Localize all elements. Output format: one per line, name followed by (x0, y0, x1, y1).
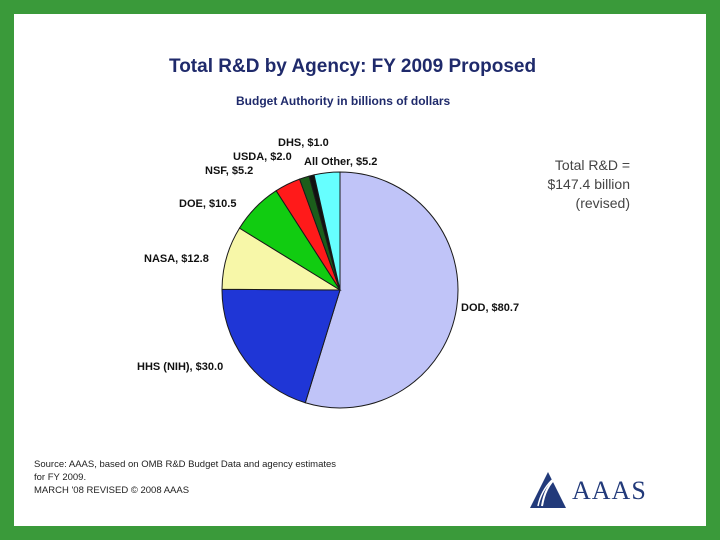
pie-label-7: All Other, $5.2 (304, 156, 377, 168)
aaas-logo-text: AAAS (572, 476, 647, 505)
pie-label-2: NASA, $12.8 (144, 253, 209, 265)
pie-label-1: HHS (NIH), $30.0 (137, 361, 223, 373)
pie-slice-all-other (313, 171, 341, 291)
source-line-1: Source: AAAS, based on OMB R&D Budget Da… (34, 459, 337, 470)
pie-slice-hhs-nih (221, 288, 341, 404)
pie-label-5: USDA, $2.0 (233, 151, 292, 163)
chart-subtitle: Budget Authority in billions of dollars (236, 94, 451, 108)
total-line-1: Total R&D = (554, 157, 630, 173)
pie-label-6: DHS, $1.0 (278, 137, 329, 149)
source-line-3: MARCH '08 REVISED © 2008 AAAS (34, 485, 190, 496)
pie-slice-dod (304, 171, 459, 409)
pie-label-4: NSF, $5.2 (205, 165, 253, 177)
total-line-3: (revised) (575, 195, 630, 211)
pie-label-0: DOD, $80.7 (461, 302, 519, 314)
total-annotation: Total R&D = $147.4 billion (revised) (520, 156, 630, 213)
source-note: Source: AAAS, based on OMB R&D Budget Da… (34, 458, 336, 497)
pie-label-3: DOE, $10.5 (179, 198, 236, 210)
source-line-2: for FY 2009. (34, 472, 87, 483)
aaas-logo-icon (530, 472, 566, 508)
chart-title: Total R&D by Agency: FY 2009 Proposed (169, 56, 537, 77)
total-line-2: $147.4 billion (547, 176, 630, 192)
